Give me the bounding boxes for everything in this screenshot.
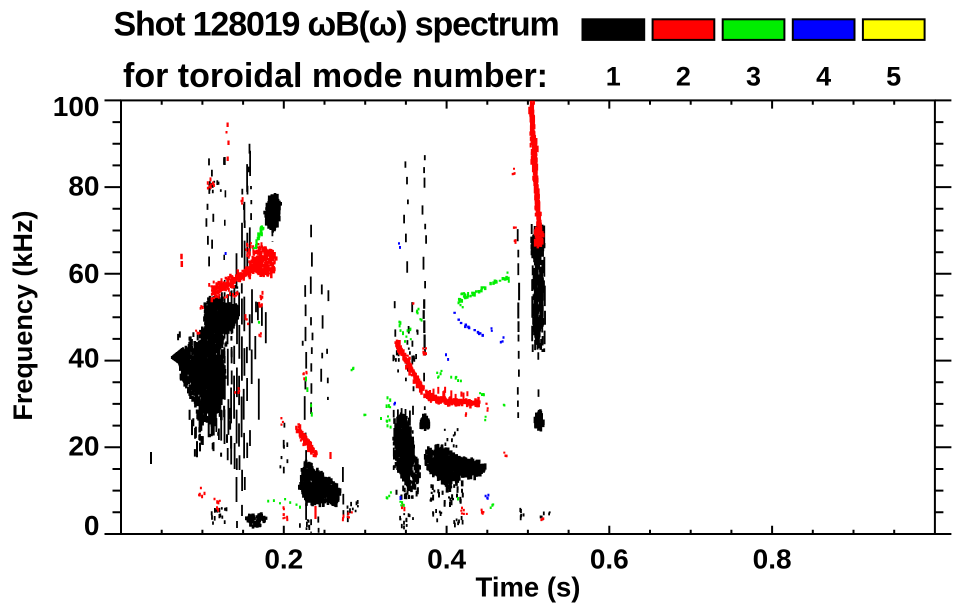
svg-text:20: 20 [68,430,99,461]
svg-text:Time (s): Time (s) [476,572,581,603]
svg-text:0.8: 0.8 [753,544,792,575]
svg-text:80: 80 [68,170,99,201]
svg-text:3: 3 [746,62,761,92]
svg-text:0.4: 0.4 [427,544,466,575]
svg-text:2: 2 [676,62,691,92]
svg-text:0.6: 0.6 [590,544,629,575]
svg-text:0.2: 0.2 [264,544,303,575]
svg-text:40: 40 [68,343,99,374]
svg-text:for toroidal mode number:: for toroidal mode number: [123,57,548,95]
svg-text:4: 4 [816,62,831,92]
svg-text:5: 5 [886,62,901,92]
svg-text:Shot 128019 ωB(ω) spectrum: Shot 128019 ωB(ω) spectrum [113,6,558,44]
svg-text:Frequency (kHz): Frequency (kHz) [8,211,38,421]
svg-text:0: 0 [84,510,100,541]
svg-text:60: 60 [68,258,99,289]
svg-text:1: 1 [606,62,621,92]
svg-text:100: 100 [53,91,100,122]
